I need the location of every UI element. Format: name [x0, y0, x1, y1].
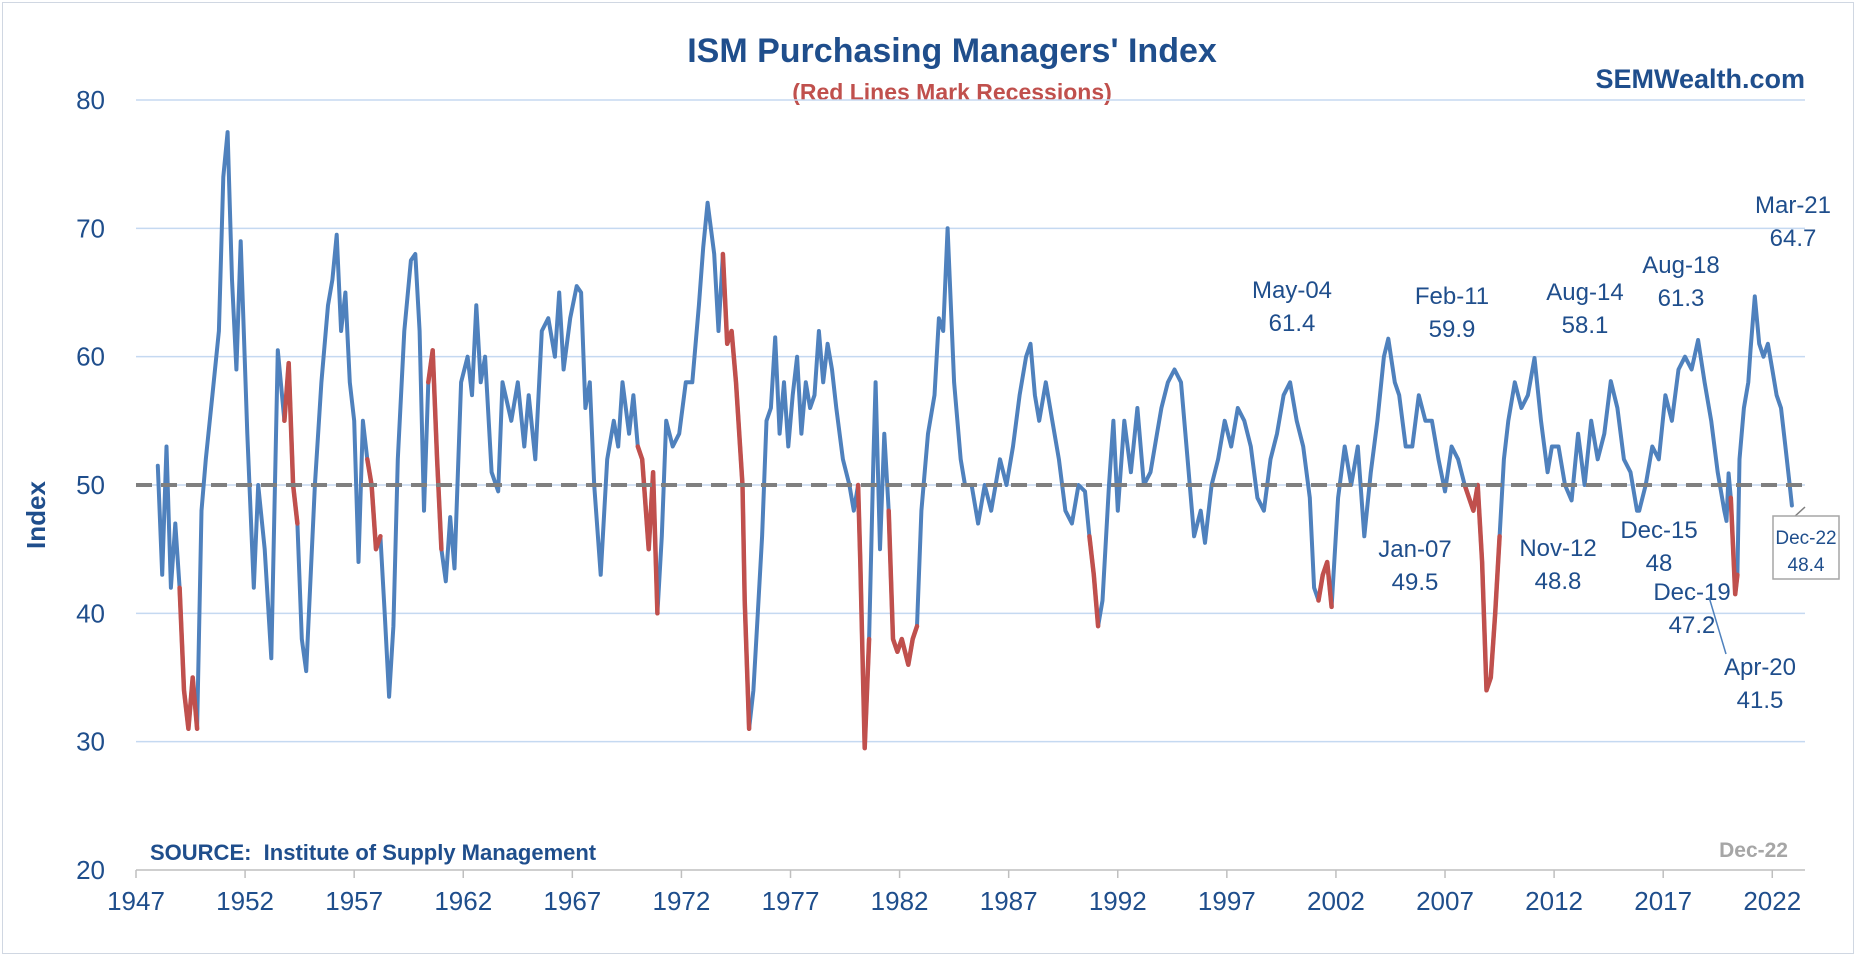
annotation-value: 48.8 — [1535, 568, 1582, 595]
annotation-value: 61.4 — [1269, 310, 1316, 337]
x-tick-label: 1967 — [543, 886, 601, 916]
x-tick-label: 1977 — [762, 886, 820, 916]
y-axis-label: Index — [21, 481, 51, 549]
annotation-leader-line — [1708, 596, 1727, 655]
annotation-label: Nov-12 — [1519, 535, 1596, 562]
annotation-value: 58.1 — [1562, 312, 1609, 339]
x-tick-label: 1952 — [216, 886, 274, 916]
annotation-feb-11: Feb-11 59.9 — [1415, 283, 1489, 343]
brand-label: SEMWealth.com — [1595, 64, 1805, 94]
recession-segment-3 — [365, 457, 383, 552]
annotation-label: Feb-11 — [1415, 283, 1489, 310]
recession-segment-10 — [1316, 559, 1334, 610]
annotation-dec-19: Dec-19 47.2 — [1653, 579, 1730, 639]
recession-segment-8 — [886, 508, 920, 667]
annotation-may-04: May-04 61.4 — [1252, 277, 1332, 337]
annotation-label: Jan-07 — [1378, 536, 1451, 563]
annotation-jan-07: Jan-07 49.5 — [1378, 536, 1451, 596]
annotation-label: May-04 — [1252, 277, 1332, 304]
date-stamp: Dec-22 — [1719, 839, 1788, 862]
annotation-label: Aug-14 — [1546, 279, 1623, 306]
x-axis-ticks: 1947 1952 1957 1962 1967 1972 1977 1982 1987 1992… — [107, 870, 1801, 916]
annotation-label: Aug-18 — [1642, 252, 1719, 279]
series-line-pmi — [155, 130, 1794, 751]
y-tick-label: 20 — [76, 855, 105, 885]
x-tick-label: 1957 — [325, 886, 383, 916]
x-tick-label: 1947 — [107, 886, 165, 916]
recession-segment-11 — [1462, 482, 1502, 693]
annotation-value: 41.5 — [1737, 687, 1784, 714]
x-tick-label: 1962 — [434, 886, 492, 916]
chart-title: ISM Purchasing Managers' Index — [687, 32, 1217, 70]
x-tick-label: 1972 — [653, 886, 711, 916]
annotation-label: Mar-21 — [1755, 192, 1831, 219]
recession-segment-2 — [282, 360, 300, 526]
x-tick-label: 1987 — [980, 886, 1038, 916]
source-note: SOURCE: Institute of Supply Management — [150, 840, 597, 865]
annotation-value: 48 — [1646, 550, 1673, 577]
annotation-label: Dec-22 — [1775, 528, 1836, 549]
y-tick-label: 70 — [76, 213, 105, 243]
series-layer — [155, 130, 1794, 751]
annotation-dec-22: Dec-22 48.4 — [1772, 506, 1840, 580]
annotation-aug-14: Aug-14 58.1 — [1546, 279, 1623, 339]
annotation-callout-box — [1772, 515, 1840, 580]
chart-subtitle: (Red Lines Mark Recessions) — [792, 79, 1112, 105]
recession-segment-6 — [720, 251, 752, 732]
y-tick-label: 40 — [76, 598, 105, 628]
annotation-label: Dec-19 — [1653, 579, 1730, 606]
x-tick-label: 2012 — [1525, 886, 1583, 916]
x-tick-label: 2022 — [1743, 886, 1801, 916]
x-tick-label: 2007 — [1416, 886, 1474, 916]
y-tick-label: 60 — [76, 342, 105, 372]
annotation-value: 48.4 — [1788, 555, 1825, 576]
y-tick-label: 30 — [76, 727, 105, 757]
annotation-label: Dec-15 — [1620, 517, 1697, 544]
recession-segment-4 — [426, 348, 444, 552]
annotation-value: 49.5 — [1392, 569, 1439, 596]
recession-segment-5 — [635, 444, 660, 616]
x-tick-label: 1997 — [1198, 886, 1256, 916]
recession-segment-1 — [177, 585, 200, 732]
annotation-nov-12: Nov-12 48.8 — [1519, 535, 1596, 595]
annotation-mar-21: Mar-21 64.7 — [1755, 192, 1831, 252]
annotation-aug-18: Aug-18 61.3 — [1642, 252, 1719, 312]
annotation-dec-15: Dec-15 48 — [1620, 517, 1697, 577]
recession-segment-9 — [1087, 534, 1101, 629]
x-tick-label: 2017 — [1634, 886, 1692, 916]
annotation-label: Apr-20 — [1724, 654, 1796, 681]
annotation-value: 64.7 — [1770, 225, 1817, 252]
annotation-value: 61.3 — [1658, 285, 1705, 312]
recession-segment-12 — [1728, 495, 1740, 597]
y-tick-label: 80 — [76, 85, 105, 115]
recession-segment-7 — [855, 482, 872, 751]
annotation-value: 59.9 — [1429, 316, 1476, 343]
y-tick-label: 50 — [76, 470, 105, 500]
y-axis-ticks: 20 30 40 50 60 70 80 — [76, 85, 105, 885]
x-tick-label: 2002 — [1307, 886, 1365, 916]
x-tick-label: 1982 — [871, 886, 929, 916]
annotation-apr-20: Apr-20 41.5 — [1708, 596, 1796, 714]
annotation-value: 47.2 — [1669, 612, 1716, 639]
x-tick-label: 1992 — [1089, 886, 1147, 916]
